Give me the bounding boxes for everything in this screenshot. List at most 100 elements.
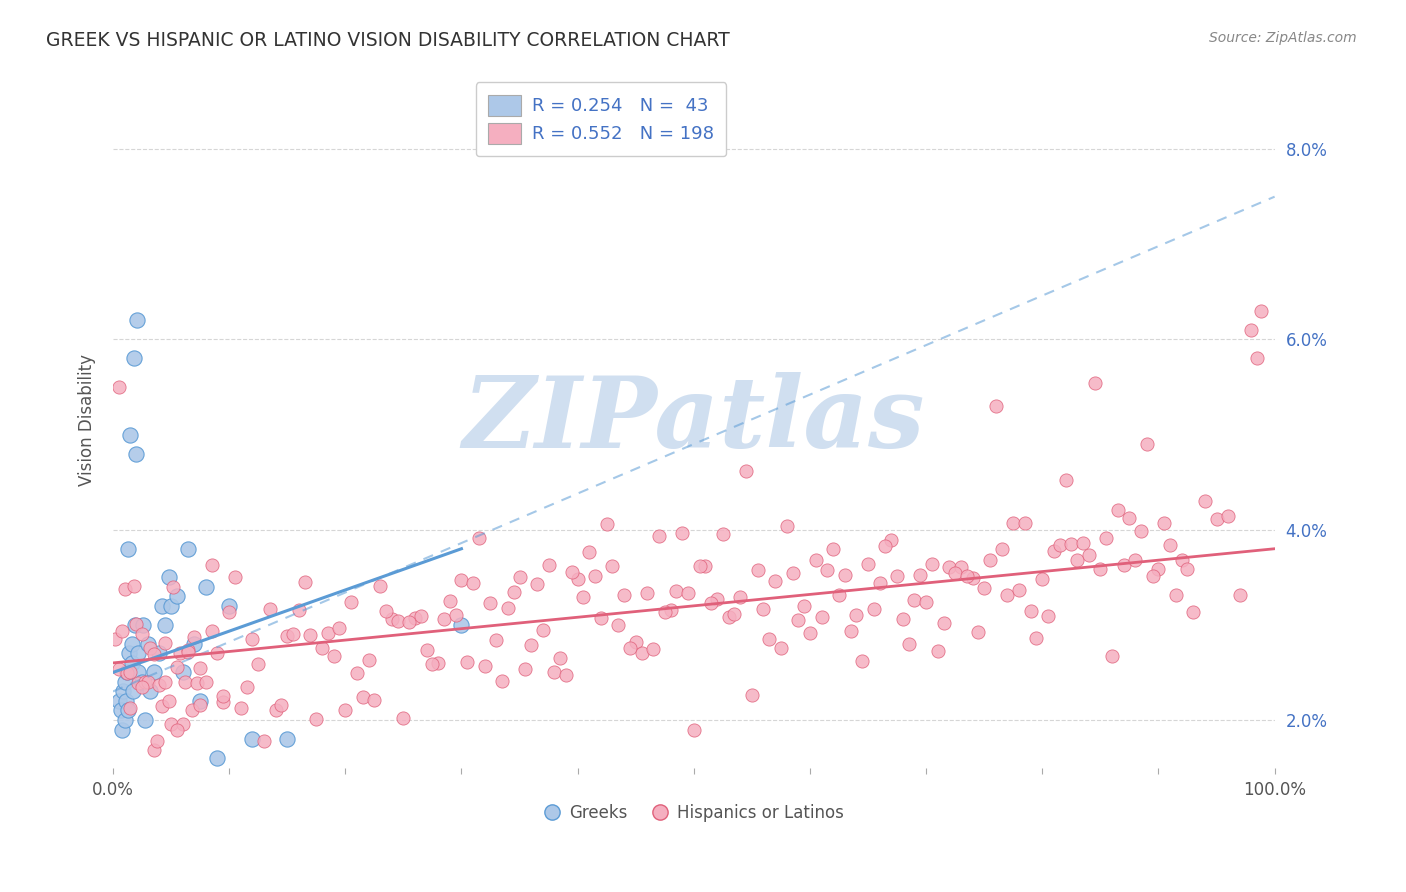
Point: [311, 640, 333, 655]
Point: [502, 585, 524, 599]
Point: [368, 579, 391, 593]
Point: [485, 632, 508, 647]
Point: [1118, 510, 1140, 524]
Point: [294, 574, 316, 589]
Point: [520, 638, 543, 652]
Point: [1164, 588, 1187, 602]
Point: [188, 694, 211, 708]
Point: [456, 655, 478, 669]
Point: [247, 657, 270, 671]
Point: [169, 646, 191, 660]
Point: [1101, 648, 1123, 663]
Point: [875, 539, 897, 553]
Y-axis label: Vision Disability: Vision Disability: [79, 354, 96, 486]
Point: [1043, 544, 1066, 558]
Point: [956, 569, 979, 583]
Point: [212, 689, 235, 703]
Point: [782, 566, 804, 581]
Point: [979, 552, 1001, 566]
Point: [769, 641, 792, 656]
Point: [148, 678, 170, 692]
Point: [1060, 537, 1083, 551]
Point: [128, 665, 150, 680]
Point: [409, 609, 432, 624]
Point: [810, 610, 832, 624]
Point: [450, 618, 472, 632]
Point: [561, 565, 583, 579]
Legend: Greeks, Hispanics or Latinos: Greeks, Hispanics or Latinos: [537, 797, 851, 829]
Point: [139, 684, 162, 698]
Point: [305, 713, 328, 727]
Point: [595, 517, 617, 532]
Point: [856, 558, 879, 572]
Point: [555, 668, 578, 682]
Point: [166, 723, 188, 738]
Point: [148, 647, 170, 661]
Point: [104, 632, 127, 646]
Point: [1170, 552, 1192, 566]
Point: [124, 618, 146, 632]
Point: [1153, 516, 1175, 531]
Point: [962, 571, 984, 585]
Point: [1095, 531, 1118, 545]
Point: [155, 618, 177, 632]
Point: [207, 751, 229, 765]
Point: [212, 695, 235, 709]
Point: [253, 734, 276, 748]
Point: [374, 604, 396, 618]
Point: [815, 563, 838, 577]
Point: [1019, 604, 1042, 618]
Point: [188, 661, 211, 675]
Point: [115, 665, 138, 680]
Point: [142, 647, 165, 661]
Point: [218, 599, 240, 613]
Point: [1182, 605, 1205, 619]
Point: [927, 644, 949, 658]
Point: [1229, 589, 1251, 603]
Point: [828, 588, 851, 602]
Point: [636, 586, 658, 600]
Point: [131, 680, 153, 694]
Point: [491, 674, 513, 689]
Point: [689, 558, 711, 573]
Point: [181, 703, 204, 717]
Point: [111, 624, 134, 639]
Point: [1090, 562, 1112, 576]
Point: [1107, 503, 1129, 517]
Point: [619, 640, 641, 655]
Point: [128, 675, 150, 690]
Point: [496, 601, 519, 615]
Point: [160, 717, 183, 731]
Point: [450, 573, 472, 587]
Point: [387, 614, 409, 628]
Point: [624, 635, 647, 649]
Point: [183, 637, 205, 651]
Point: [903, 592, 925, 607]
Point: [1036, 608, 1059, 623]
Point: [201, 624, 224, 638]
Point: [509, 569, 531, 583]
Point: [201, 558, 224, 573]
Point: [218, 606, 240, 620]
Point: [155, 674, 177, 689]
Point: [172, 716, 194, 731]
Point: [1250, 303, 1272, 318]
Point: [177, 541, 200, 556]
Point: [938, 559, 960, 574]
Point: [474, 659, 496, 673]
Point: [142, 665, 165, 680]
Point: [335, 703, 357, 717]
Point: [1142, 568, 1164, 582]
Point: [276, 629, 298, 643]
Point: [146, 733, 169, 747]
Point: [299, 628, 322, 642]
Point: [793, 599, 815, 613]
Point: [735, 464, 758, 478]
Point: [136, 674, 159, 689]
Point: [264, 703, 287, 717]
Point: [1240, 323, 1263, 337]
Text: ZIPatlas: ZIPatlas: [463, 372, 925, 468]
Point: [834, 568, 856, 582]
Point: [799, 626, 821, 640]
Point: [398, 615, 420, 629]
